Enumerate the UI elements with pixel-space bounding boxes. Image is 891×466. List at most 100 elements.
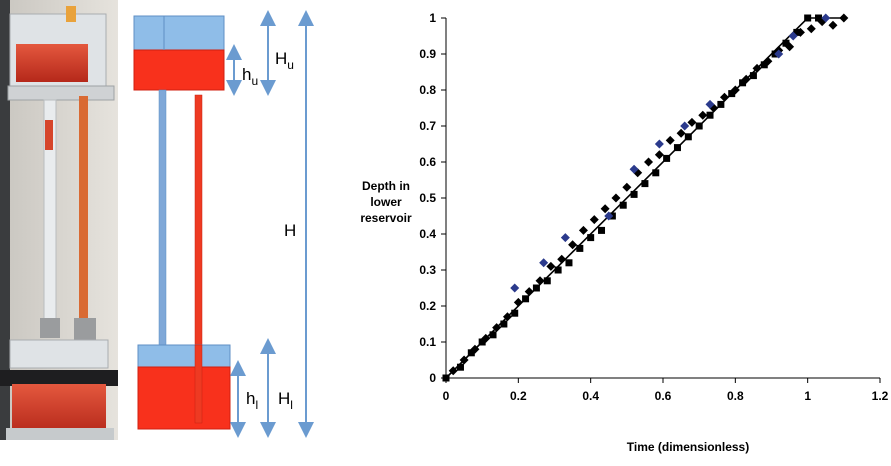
data-point-diamond xyxy=(665,135,675,145)
lower-reservoir-water xyxy=(137,366,231,430)
data-point-square xyxy=(554,266,562,274)
y-tick-label: 0.7 xyxy=(419,119,436,133)
data-point-square xyxy=(684,133,692,141)
data-point-diamond xyxy=(788,31,798,41)
data-point-diamond xyxy=(741,74,751,84)
data-point-diamond xyxy=(730,85,740,95)
data-point-diamond xyxy=(795,27,805,37)
data-point-square xyxy=(749,72,757,80)
data-point-diamond xyxy=(448,366,458,376)
data-point-diamond xyxy=(560,233,570,243)
y-tick-label: 0.5 xyxy=(419,191,436,205)
data-point-square xyxy=(489,331,497,339)
data-point-square xyxy=(728,90,736,98)
data-point-diamond xyxy=(524,287,534,297)
data-point-diamond xyxy=(709,103,719,113)
data-point-diamond xyxy=(502,312,512,322)
data-point-square xyxy=(576,244,584,252)
depth-time-chart: Depth in lower reservoir 0 0.1 0.2 0.3 0.4 0.… xyxy=(340,0,891,466)
data-point-diamond xyxy=(687,117,697,127)
data-point-square xyxy=(522,295,530,303)
data-point-diamond xyxy=(604,211,614,221)
data-point-diamond xyxy=(774,49,784,59)
data-point-diamond xyxy=(481,333,491,343)
x-tick-label: 0.4 xyxy=(582,389,599,403)
data-point-diamond xyxy=(644,157,654,167)
data-point-diamond xyxy=(676,128,686,138)
apparatus-photo-drawing xyxy=(0,0,118,440)
label-Hu: Hu xyxy=(275,49,294,72)
data-point-diamond xyxy=(539,258,549,268)
x-tick-label: 1 xyxy=(804,389,811,403)
y-axis-label-line-2: lower xyxy=(370,195,402,209)
data-point-diamond xyxy=(470,344,480,354)
data-point-diamond xyxy=(719,92,729,102)
data-point-diamond xyxy=(806,24,816,34)
data-point-square xyxy=(804,14,812,22)
data-point-square xyxy=(782,39,790,47)
data-point-diamond xyxy=(510,283,520,293)
data-point-square xyxy=(717,100,725,108)
x-axis-label: Time (dimensionless) xyxy=(626,440,750,454)
x-tick-label: 1.2 xyxy=(872,389,889,403)
x-tick-label: 0 xyxy=(443,389,450,403)
data-point-diamond xyxy=(589,215,599,225)
label-Hl: Hl xyxy=(278,389,293,412)
y-tick-label: 0.8 xyxy=(419,83,436,97)
plot-area: 0 0.1 0.2 0.3 0.4 0.5 0.6 0.7 0.8 0.9 1 0 0.2 0.4 0.6 0… xyxy=(419,11,889,403)
y-tick-label: 0.3 xyxy=(419,263,436,277)
upper-reservoir-air xyxy=(133,15,225,51)
data-point-diamond xyxy=(828,20,838,30)
data-point-square xyxy=(467,349,475,357)
x-tick-label: 0.6 xyxy=(655,389,672,403)
data-point-diamond xyxy=(680,121,690,131)
data-point-square xyxy=(652,169,660,177)
data-point-diamond xyxy=(839,13,849,23)
data-point-square xyxy=(706,111,714,119)
data-point-diamond xyxy=(535,276,545,286)
data-point-diamond xyxy=(821,13,831,23)
y-tick-label: 0.1 xyxy=(419,335,436,349)
label-hu: hu xyxy=(242,65,258,88)
data-point-square xyxy=(532,284,540,292)
apparatus-photo xyxy=(0,0,118,440)
data-point-square xyxy=(695,122,703,130)
label-H: H xyxy=(284,221,296,240)
data-point-square xyxy=(673,144,681,152)
data-point-diamond xyxy=(654,139,664,149)
data-point-diamond xyxy=(654,150,664,160)
data-point-square xyxy=(663,154,671,162)
data-point-diamond xyxy=(698,110,708,120)
data-point-diamond xyxy=(611,193,621,203)
blue-tube xyxy=(158,89,167,346)
data-point-diamond xyxy=(622,182,632,192)
data-point-square xyxy=(565,259,573,267)
upper-reservoir-water xyxy=(133,49,225,91)
x-tick-label: 0.8 xyxy=(727,389,744,403)
data-point-square xyxy=(739,79,747,87)
data-point-square xyxy=(543,277,551,285)
data-point-square xyxy=(619,201,627,209)
lower-reservoir-air xyxy=(137,344,231,368)
y-tick-label: 0.6 xyxy=(419,155,436,169)
data-point-diamond xyxy=(705,99,715,109)
label-hl: hl xyxy=(246,389,258,412)
data-point-square xyxy=(478,338,486,346)
y-axis-label: Depth in lower reservoir xyxy=(340,178,432,226)
data-point-square xyxy=(587,234,595,242)
data-point-diamond xyxy=(785,42,795,52)
x-tick-label: 0.2 xyxy=(510,389,527,403)
data-point-square xyxy=(442,374,450,382)
data-point-diamond xyxy=(513,297,523,307)
data-point-diamond xyxy=(629,164,639,174)
data-point-square xyxy=(641,180,649,188)
data-point-diamond xyxy=(568,240,578,250)
data-point-square xyxy=(456,363,464,371)
y-axis-label-line-1: Depth in xyxy=(362,179,410,193)
data-point-diamond xyxy=(557,254,567,264)
data-point-diamond xyxy=(459,355,469,365)
reservoir-schematic: hu Hu H hl Hl xyxy=(128,0,318,440)
data-point-diamond xyxy=(600,204,610,214)
data-point-square xyxy=(760,61,768,69)
data-point-diamond xyxy=(578,225,588,235)
